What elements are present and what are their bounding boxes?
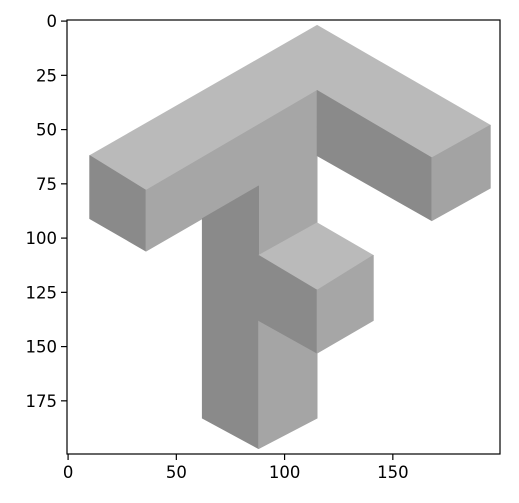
y-tick-label: 125 [26,283,58,302]
y-tick-label: 150 [26,338,58,357]
x-axis: 0 50 100 150 [63,454,409,482]
x-tick-label: 50 [166,463,187,482]
face-stem-left [201,185,260,450]
y-axis: 0 25 50 75 100 125 150 175 [26,12,67,411]
image-content [89,24,491,450]
y-tick-label: 100 [26,229,58,248]
y-tick-label: 75 [36,175,57,194]
y-tick-label: 50 [36,121,57,140]
x-tick-label: 100 [269,463,301,482]
y-tick-label: 25 [36,66,57,85]
y-tick-label: 175 [26,392,58,411]
face-right-arm-end [431,124,491,222]
y-tick-label: 0 [47,12,58,31]
x-tick-label: 0 [63,463,74,482]
axes-frame [66,19,501,455]
face-middle-arm-end [316,254,374,354]
x-tick-label: 150 [377,463,409,482]
